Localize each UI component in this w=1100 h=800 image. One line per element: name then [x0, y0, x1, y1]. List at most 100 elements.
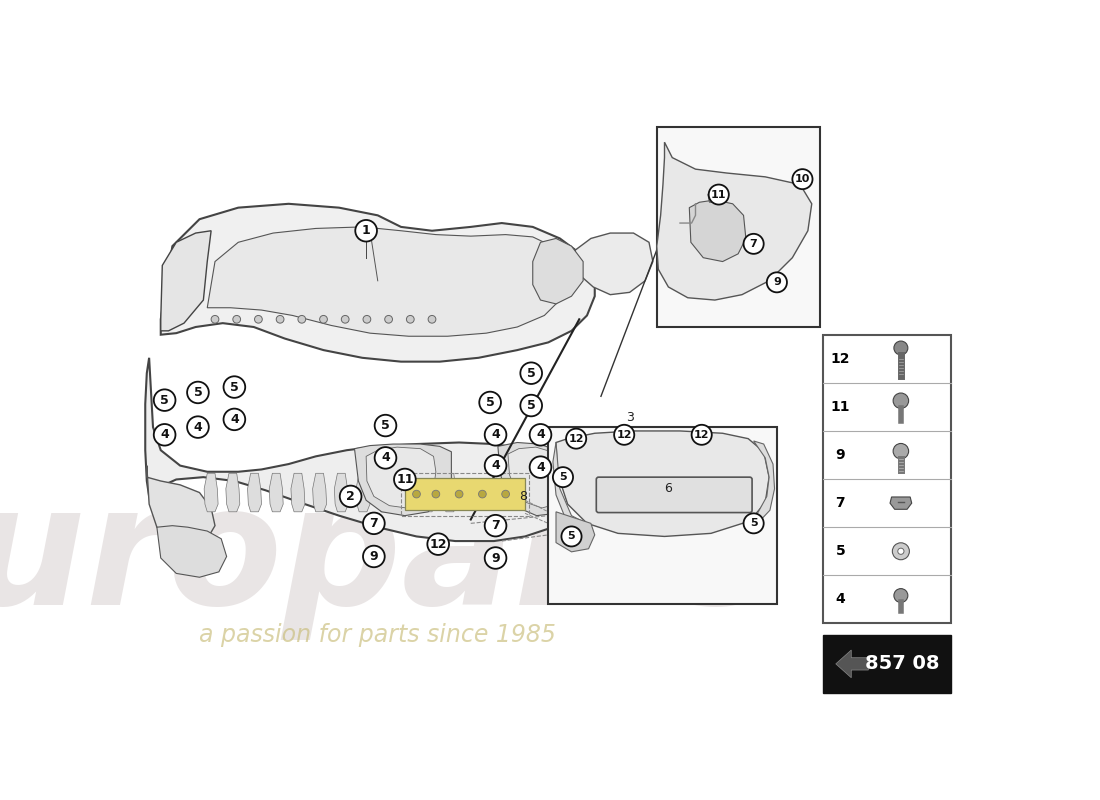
Text: 4: 4 [536, 461, 544, 474]
Text: 5: 5 [381, 419, 389, 432]
Text: 5: 5 [527, 366, 536, 380]
Polygon shape [574, 233, 653, 294]
FancyBboxPatch shape [657, 126, 820, 327]
Text: 4: 4 [230, 413, 239, 426]
Circle shape [223, 409, 245, 430]
Circle shape [692, 425, 712, 445]
Circle shape [385, 315, 393, 323]
FancyBboxPatch shape [824, 334, 952, 623]
Polygon shape [248, 474, 262, 512]
Polygon shape [399, 474, 414, 512]
Circle shape [480, 392, 501, 414]
Circle shape [187, 416, 209, 438]
Circle shape [553, 467, 573, 487]
Polygon shape [553, 442, 591, 527]
Text: 857 08: 857 08 [866, 654, 939, 674]
Polygon shape [354, 444, 451, 516]
Circle shape [455, 490, 463, 498]
Polygon shape [226, 474, 240, 512]
Polygon shape [443, 474, 456, 512]
Text: 4: 4 [492, 428, 499, 442]
FancyBboxPatch shape [824, 635, 952, 693]
Text: 6: 6 [664, 482, 672, 495]
Polygon shape [556, 431, 769, 537]
Polygon shape [205, 474, 218, 512]
Circle shape [767, 272, 786, 292]
Circle shape [614, 425, 635, 445]
Text: 1: 1 [362, 224, 371, 238]
Polygon shape [366, 447, 436, 508]
Circle shape [485, 455, 506, 476]
Circle shape [187, 382, 209, 403]
Circle shape [355, 220, 377, 242]
Circle shape [530, 424, 551, 446]
Text: 4: 4 [381, 451, 389, 464]
Polygon shape [508, 447, 566, 508]
Polygon shape [207, 227, 568, 336]
Text: 3: 3 [626, 411, 634, 424]
Text: 7: 7 [836, 496, 845, 510]
Polygon shape [161, 230, 211, 331]
Text: 7: 7 [370, 517, 378, 530]
Circle shape [427, 534, 449, 555]
Circle shape [428, 315, 436, 323]
Circle shape [154, 390, 176, 411]
Polygon shape [836, 650, 868, 678]
Polygon shape [334, 474, 349, 512]
FancyBboxPatch shape [596, 477, 752, 513]
Circle shape [478, 490, 486, 498]
FancyBboxPatch shape [548, 427, 777, 604]
Polygon shape [270, 474, 283, 512]
Circle shape [530, 456, 551, 478]
Circle shape [502, 490, 509, 498]
Text: 5: 5 [161, 394, 169, 406]
Text: 12: 12 [694, 430, 710, 440]
Circle shape [320, 315, 328, 323]
Text: 5: 5 [527, 399, 536, 412]
Polygon shape [556, 512, 595, 552]
Circle shape [485, 424, 506, 446]
Text: 5: 5 [559, 472, 566, 482]
Text: 8: 8 [519, 490, 528, 503]
Polygon shape [145, 358, 572, 541]
Polygon shape [746, 441, 774, 523]
Circle shape [485, 547, 506, 569]
Circle shape [341, 315, 349, 323]
Text: 5: 5 [750, 518, 758, 528]
Polygon shape [161, 204, 595, 362]
Circle shape [298, 315, 306, 323]
Circle shape [893, 443, 909, 459]
Text: 11: 11 [711, 190, 726, 199]
Text: 5: 5 [568, 531, 575, 542]
Text: 12: 12 [616, 430, 631, 440]
Circle shape [233, 315, 241, 323]
Circle shape [375, 414, 396, 436]
Text: 10: 10 [795, 174, 810, 184]
Text: 12: 12 [429, 538, 447, 550]
Circle shape [211, 315, 219, 323]
Circle shape [898, 548, 904, 554]
Text: 7: 7 [492, 519, 499, 532]
Circle shape [254, 315, 262, 323]
Polygon shape [657, 142, 812, 300]
Text: 11: 11 [830, 400, 850, 414]
Polygon shape [690, 200, 746, 262]
Circle shape [432, 490, 440, 498]
Text: 7: 7 [750, 239, 758, 249]
Text: 5: 5 [836, 544, 845, 558]
Polygon shape [312, 474, 327, 512]
Polygon shape [532, 238, 583, 304]
Text: 4: 4 [492, 459, 499, 472]
Circle shape [894, 589, 908, 602]
FancyBboxPatch shape [405, 478, 525, 510]
Circle shape [520, 394, 542, 416]
Circle shape [894, 341, 908, 355]
Polygon shape [356, 474, 370, 512]
Circle shape [363, 315, 371, 323]
Polygon shape [708, 188, 725, 202]
Circle shape [406, 315, 415, 323]
Circle shape [892, 542, 910, 560]
Text: 12: 12 [830, 352, 850, 366]
Circle shape [561, 526, 582, 546]
Text: 11: 11 [396, 473, 414, 486]
